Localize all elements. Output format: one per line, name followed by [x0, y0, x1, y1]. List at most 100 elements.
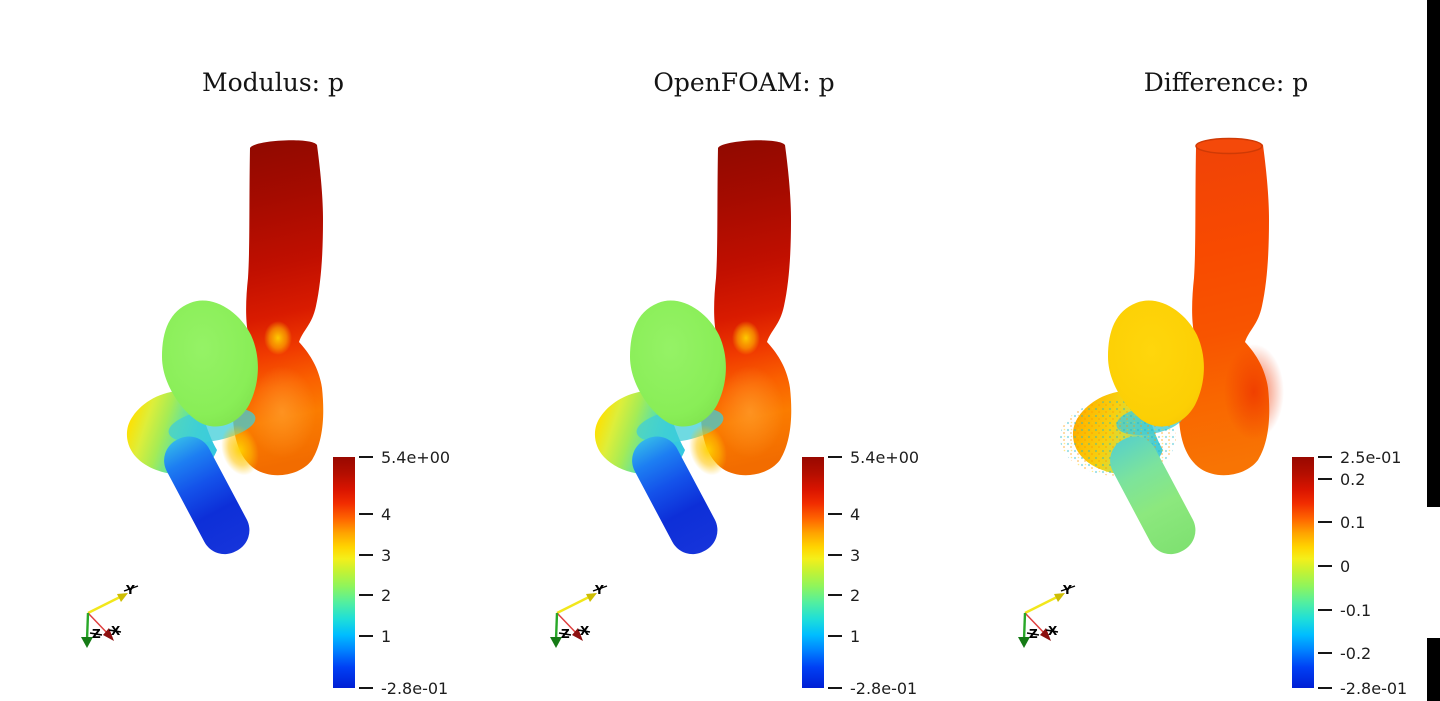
panel-modulus: Modulus: p 5.4e+00 4 3 2: [0, 0, 480, 701]
panel-difference: Difference: p 2.5e-01 0.2 0.1: [953, 0, 1433, 701]
y-axis-arrowhead: [117, 593, 128, 602]
colorbar-tick: -0.2: [1314, 643, 1372, 663]
colorbar-tick: 4: [824, 505, 860, 524]
tick-mark: [359, 687, 373, 689]
y-axis-label: Y: [594, 583, 604, 597]
tick-mark: [828, 456, 842, 458]
y-axis-arrow: [556, 594, 592, 615]
tick-mark: [1318, 609, 1332, 611]
tick-mark: [359, 513, 373, 515]
tick-mark: [359, 594, 373, 596]
tick-mark: [1318, 478, 1332, 480]
x-label-strike: [1045, 629, 1059, 633]
z-axis-arrowhead: [550, 637, 562, 648]
tick-mark: [828, 687, 842, 689]
colorbar-tick: 0: [1314, 556, 1351, 576]
vessel-outlet-tube: [164, 436, 250, 555]
colorbar-tick: 0.1: [1314, 513, 1365, 532]
y-axis-arrowhead: [1054, 593, 1065, 602]
colorbar-tick: 3: [824, 545, 861, 565]
vessel-rendering: [1060, 137, 1284, 555]
panel-openfoam: OpenFOAM: p 5.4e+00 4 3: [471, 0, 951, 701]
colorbar-tick: 5.4e+00: [824, 447, 920, 467]
orientation-axes: Y Z X: [550, 583, 608, 648]
colorbar-tick: 2: [355, 586, 391, 605]
tick-mark: [1318, 565, 1332, 567]
vessel-rendering: [126, 140, 324, 555]
vessel-inlet-rim: [1195, 137, 1263, 155]
z-axis-arrowhead: [1018, 637, 1030, 648]
x-axis-arrowhead: [1040, 628, 1051, 641]
colorbar-gradient: [1292, 457, 1314, 688]
colorbar-tick: -2.8e-01: [355, 678, 449, 698]
colorbar-tick-label: 1: [850, 626, 861, 646]
colorbar: 2.5e-01 0.2 0.1 0 -0.1 -0.2 -2.8e-01: [1292, 448, 1422, 698]
tick-mark: [1318, 456, 1332, 458]
colorbar-tick-label: 2: [850, 585, 861, 605]
colorbar-tick: 5.4e+00: [355, 447, 451, 467]
colorbar-min-label: -2.8e-01: [381, 678, 449, 698]
colorbar-max-label: 2.5e-01: [1340, 447, 1402, 467]
colorbar-tick: -0.1: [1314, 600, 1372, 620]
vessel-rendering: [594, 140, 792, 555]
tick-mark: [828, 594, 842, 596]
vessel-bulb-highlight: [248, 366, 316, 458]
z-label-strike: [89, 632, 103, 636]
colorbar-tick-label: 1: [381, 626, 392, 646]
x-label-strike: [108, 629, 122, 633]
y-axis-label: Y: [125, 583, 135, 597]
colorbar-tick: -2.8e-01: [1314, 678, 1408, 698]
tick-mark: [359, 456, 373, 458]
colorbar-tick: 3: [355, 545, 392, 565]
x-axis-arrowhead: [103, 628, 114, 641]
y-axis-arrow: [1024, 594, 1060, 615]
colorbar-tick: 1: [824, 626, 861, 646]
colorbar-min-label: -2.8e-01: [1340, 678, 1408, 698]
vessel-waist-glow: [732, 321, 760, 355]
z-axis-arrow: [554, 612, 559, 641]
colorbar-tick-label: 0.2: [1340, 469, 1366, 489]
colorbar-max-label: 5.4e+00: [381, 447, 451, 467]
tick-mark: [828, 554, 842, 556]
colorbar-tick: 2.5e-01: [1314, 447, 1402, 467]
vessel-outlet-tube: [632, 436, 718, 555]
screen-edge-bar-top: [1427, 0, 1440, 507]
colorbar-max-label: 5.4e+00: [850, 447, 920, 467]
colorbar-tick: 4: [355, 504, 392, 524]
vessel-waist-glow: [264, 321, 292, 355]
tick-mark: [359, 635, 373, 637]
panel-title: OpenFOAM: p: [653, 68, 835, 97]
z-axis-arrow: [85, 612, 90, 641]
colorbar-tick-label: -0.2: [1340, 643, 1372, 663]
y-axis-label: Y: [1062, 583, 1072, 597]
y-axis-arrow: [87, 594, 123, 615]
y-axis-arrowhead: [586, 593, 597, 602]
colorbar-tick-label: 3: [850, 545, 861, 565]
screen-edge-bar-bottom: [1427, 638, 1440, 701]
colorbar-tick-label: 3: [381, 545, 392, 565]
y-label-strike: [592, 585, 608, 592]
colorbar-tick-label: -0.1: [1340, 600, 1372, 620]
panel-title: Difference: p: [1143, 68, 1309, 97]
vessel-bulb-edge-glow: [689, 424, 727, 476]
z-label-strike: [558, 632, 572, 636]
vessel-aneurysm-sac: [630, 300, 726, 427]
vessel-bulb-edge-glow: [221, 424, 259, 476]
tick-mark: [1318, 687, 1332, 689]
colorbar-tick-label: 4: [381, 504, 392, 524]
orientation-axes: Y Z X: [1018, 583, 1076, 648]
z-label-strike: [1026, 632, 1040, 636]
tick-mark: [828, 635, 842, 637]
colorbar-gradient: [333, 457, 355, 688]
vessel-aneurysm-sac: [162, 300, 258, 427]
orientation-axes: Y Z X: [81, 583, 139, 648]
vessel-bulb-shading: [1224, 344, 1284, 440]
x-axis-arrowhead: [572, 628, 583, 641]
y-label-strike: [123, 585, 139, 592]
colorbar-tick: 2: [824, 585, 861, 605]
colorbar-tick: 0.2: [1314, 469, 1366, 489]
z-axis-arrowhead: [81, 637, 93, 648]
z-axis-arrow: [1022, 612, 1027, 641]
colorbar-tick-label: 0: [1340, 556, 1351, 576]
